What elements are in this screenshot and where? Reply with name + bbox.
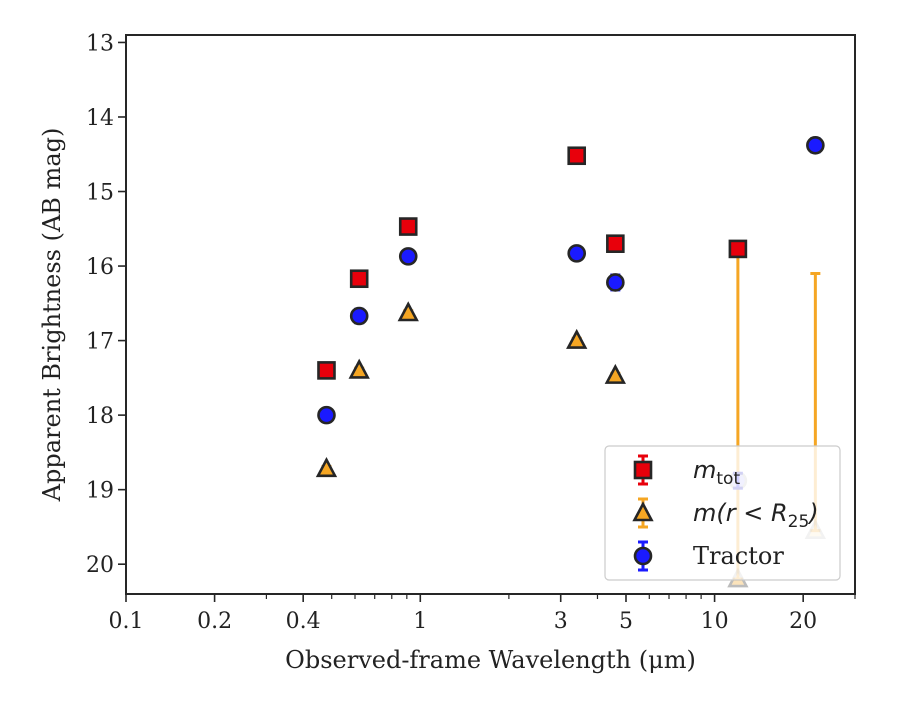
- data-point-square: [606, 234, 625, 253]
- legend-marker-square: [633, 460, 653, 480]
- x-tick-label: 0.1: [109, 609, 144, 634]
- x-axis: 0.1 0.2 0.4 1 3 5 10 20: [109, 594, 856, 634]
- data-point-circle: [567, 244, 587, 263]
- x-axis-label: Observed-frame Wavelength (μm): [285, 646, 696, 674]
- x-tick-label: 3: [554, 609, 568, 634]
- data-point-square: [317, 361, 336, 380]
- legend-label: mtot: [693, 456, 740, 489]
- data-point-square: [398, 217, 418, 236]
- y-tick-label: 20: [86, 553, 114, 578]
- y-tick-label: 13: [86, 31, 114, 56]
- x-tick-label: 0.4: [286, 609, 321, 634]
- y-axis-label: Apparent Brightness (AB mag): [38, 128, 66, 503]
- x-tick-label: 5: [619, 609, 633, 634]
- plot-border: [125, 34, 856, 595]
- plot-frame: [125, 34, 856, 595]
- y-tick-label: 16: [86, 255, 114, 280]
- data-point-square: [728, 239, 748, 259]
- x-tick-label: 1: [413, 609, 427, 634]
- y-axis: 13 14 15 16 17 18 19 20: [86, 31, 126, 578]
- legend: mtot m(r < R25) Tractor: [604, 445, 841, 581]
- legend-marker-circle: [633, 546, 653, 566]
- legend-marker-triangle: [632, 501, 654, 522]
- y-tick-label: 17: [86, 330, 114, 355]
- data-point-circle: [606, 273, 625, 292]
- legend-box: [604, 445, 841, 581]
- data-point-circle: [349, 306, 369, 326]
- x-tick-label: 20: [789, 609, 817, 634]
- data-point-circle: [398, 247, 418, 266]
- data-point-triangle: [315, 457, 338, 478]
- data-point-square: [349, 269, 369, 289]
- data-point-circle: [317, 405, 336, 425]
- legend-label: Tractor: [693, 542, 784, 570]
- data-point-triangle: [348, 358, 370, 379]
- data-point-triangle: [566, 328, 588, 349]
- data-point-circle: [806, 136, 825, 155]
- series-square: [317, 146, 748, 380]
- x-tick-label: 10: [701, 609, 729, 634]
- data-point-square: [567, 146, 587, 166]
- legend-label: m(r < R25): [693, 499, 819, 532]
- data-point-triangle: [397, 301, 419, 322]
- series-circle: [317, 136, 825, 491]
- y-tick-label: 19: [86, 479, 114, 504]
- data-point-triangle: [604, 363, 627, 384]
- y-tick-label: 15: [86, 181, 114, 206]
- y-tick-label: 14: [86, 106, 114, 131]
- y-tick-label: 18: [86, 404, 114, 429]
- x-tick-label: 0.2: [197, 609, 232, 634]
